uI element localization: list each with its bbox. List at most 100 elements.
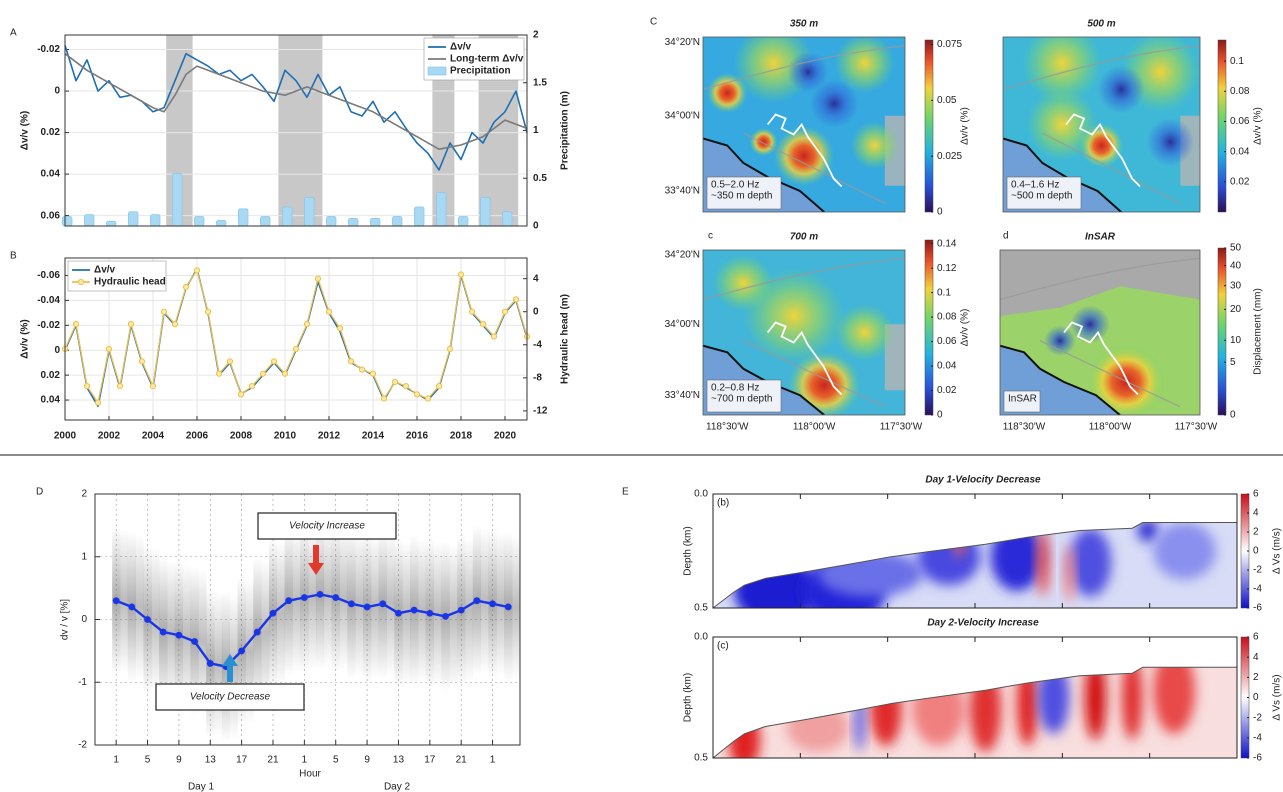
topography	[712, 522, 1237, 609]
heat-blob	[850, 121, 899, 170]
marker	[285, 597, 293, 605]
marker	[281, 370, 289, 377]
heat-blob	[1022, 37, 1102, 104]
heat-blob	[1146, 117, 1195, 167]
colorbar-tick-label: 0.06	[937, 336, 957, 347]
marker	[215, 370, 223, 377]
colorbar	[1217, 39, 1227, 213]
marker	[424, 395, 432, 402]
anomaly-blob	[1121, 667, 1143, 740]
scatter-cloud	[402, 541, 411, 686]
fault-lines	[703, 45, 905, 204]
x-tick-label: 5	[145, 755, 151, 766]
scatter-cloud	[496, 531, 505, 676]
y2-axis-label: Hydraulic head (m)	[560, 294, 571, 384]
marker	[191, 638, 198, 645]
bar	[150, 214, 161, 227]
anomaly-blob	[1085, 667, 1107, 740]
marker	[270, 358, 278, 365]
marker	[300, 594, 308, 601]
note-text: ~350 m depth	[711, 191, 772, 202]
legend-label: Long-term Δv/v	[450, 54, 524, 65]
y-tick-label: 0.02	[41, 370, 61, 381]
marker	[112, 597, 120, 605]
y-tick-label: -2	[78, 740, 87, 751]
marker	[504, 603, 512, 611]
colorbar-tick-label: 30	[1230, 280, 1242, 291]
y-tick-label: 2	[81, 489, 87, 500]
panel-label: C	[650, 17, 657, 28]
map-title: 350 m	[790, 19, 818, 30]
scatter-cloud	[480, 528, 489, 673]
marker	[105, 345, 113, 353]
lon-label: 117°30'W	[1175, 422, 1218, 433]
scatter-cloud	[151, 547, 160, 692]
track	[1063, 321, 1139, 396]
coastline	[703, 344, 825, 415]
x-axis-label: Hour	[299, 769, 321, 780]
colorbar-tick-label: 0.04	[937, 361, 957, 372]
colorbar-tick-label: -2	[1253, 565, 1262, 576]
bar	[326, 216, 337, 227]
marker	[380, 395, 388, 402]
marker	[314, 275, 322, 282]
lat-label: 33°40'N	[665, 186, 700, 197]
shaded-span	[278, 35, 323, 226]
marker	[127, 321, 135, 328]
track	[766, 113, 843, 188]
note-box	[1006, 176, 1082, 210]
colorbar-tick-label: 0	[937, 207, 943, 218]
scatter-cloud	[386, 531, 395, 676]
data-line	[64, 53, 528, 150]
colorbar-label: Δv/v (%)	[960, 107, 971, 145]
note-text: ~700 m depth	[711, 394, 772, 405]
colorbar-tick-label: -2	[1253, 712, 1262, 723]
colorbar-tick-label: -6	[1253, 753, 1262, 764]
x-tick-label: 17	[236, 755, 248, 766]
bar	[260, 216, 271, 227]
marker	[369, 370, 377, 377]
lon-label: 118°30'W	[706, 422, 749, 433]
y-tick-label: 0	[81, 614, 87, 625]
colorbar-tick-label: 50	[1230, 243, 1242, 254]
panel-label: c	[708, 231, 713, 242]
fault-lines	[1000, 257, 1200, 408]
y-axis-label: Δv/v (%)	[20, 319, 31, 358]
marker	[253, 628, 261, 636]
colorbar-tick-label: 0	[1230, 410, 1236, 421]
heat-blob	[1026, 88, 1098, 161]
note-text: 0.4–1.6 Hz	[1011, 180, 1059, 191]
colorbar-tick-label: 0.08	[937, 312, 957, 323]
scatter-cloud	[449, 544, 458, 689]
heat-blob	[749, 127, 778, 157]
colorbar-label: Δ Vs (m/s)	[1272, 528, 1283, 574]
heat-blob	[713, 254, 774, 312]
colorbar-tick-label: 0.08	[1230, 86, 1250, 97]
marker	[149, 383, 157, 390]
note-text: InSAR	[1008, 394, 1037, 405]
y-tick-label: 0	[54, 345, 60, 356]
legend-label: Hydraulic head	[94, 277, 166, 288]
scatter-cloud	[120, 528, 129, 673]
subpanel-label: (b)	[717, 498, 729, 509]
note-box	[706, 176, 782, 210]
annotation: Velocity Decrease	[190, 692, 271, 703]
map-title: 500 m	[1087, 19, 1115, 30]
y2-tick-label: 1	[533, 125, 539, 136]
colorbar-tick-label: 0.02	[937, 385, 957, 396]
marker	[204, 308, 212, 315]
colorbar-tick-label: 2	[1253, 672, 1259, 683]
colorbar-tick-label: 0.1	[937, 287, 951, 298]
legend-swatch	[427, 66, 447, 76]
panel-label: D	[36, 487, 43, 498]
topography	[712, 666, 1237, 759]
colorbar-label: Δ Vs (m/s)	[1272, 674, 1283, 720]
lat-label: 34°00'N	[665, 110, 700, 121]
x-tick-label: 13	[205, 755, 217, 766]
plot-frame	[64, 34, 528, 227]
marker	[501, 308, 509, 315]
coastline	[1000, 344, 1121, 415]
legend-label: Δv/v	[450, 42, 472, 53]
y-tick-label: -0.04	[37, 295, 60, 306]
note-text: 0.5–2.0 Hz	[711, 180, 759, 191]
